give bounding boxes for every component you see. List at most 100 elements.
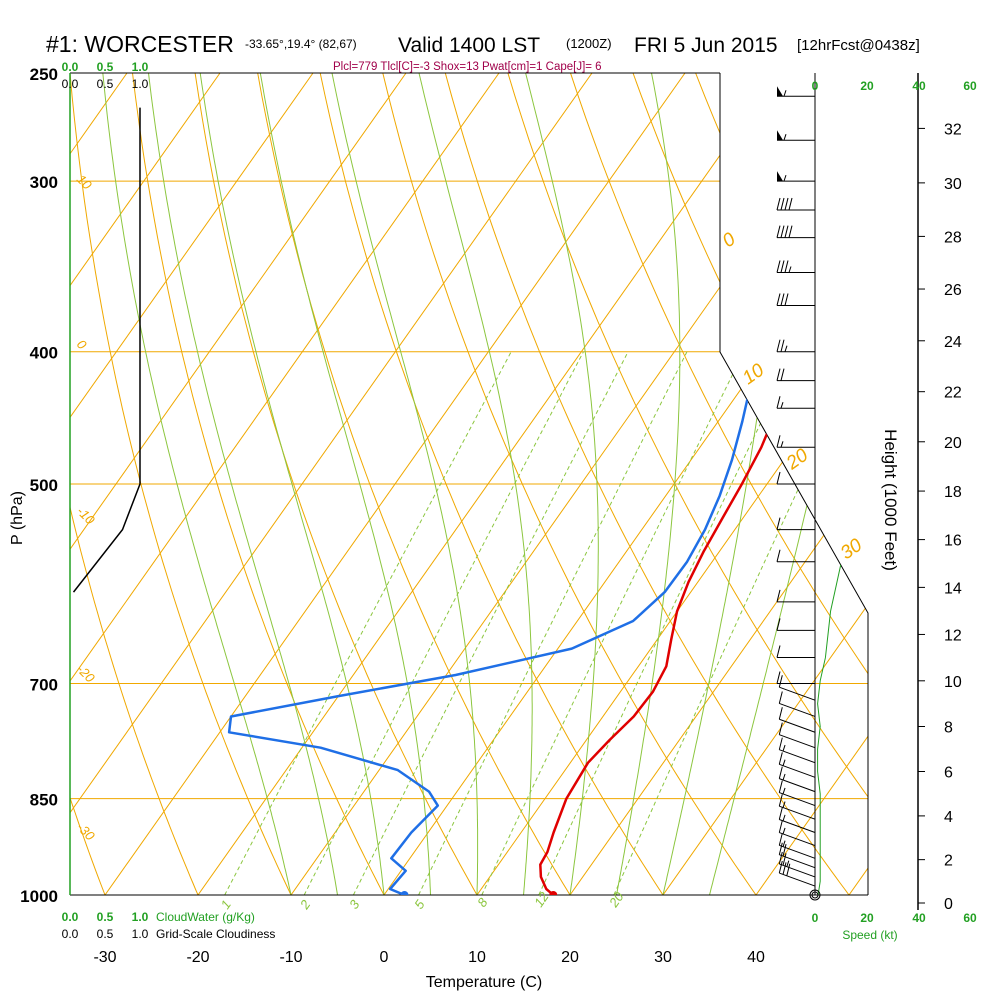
wind-barb-staff bbox=[779, 718, 816, 733]
dry-adiabat-line bbox=[507, 73, 868, 895]
wind-barb-full bbox=[776, 260, 781, 273]
moist-adiabat-label: 30 bbox=[837, 535, 867, 565]
wind-barb-full bbox=[780, 225, 785, 238]
wind-barb-half bbox=[782, 744, 786, 752]
wind-barb-full bbox=[778, 794, 783, 807]
isotherm-line bbox=[476, 73, 868, 895]
wind-barb-half bbox=[782, 827, 786, 835]
height-tick-label: 26 bbox=[944, 282, 962, 299]
plot-frame bbox=[69, 72, 919, 910]
wind-barb-full bbox=[776, 645, 781, 658]
pressure-tick-label: 250 bbox=[30, 65, 58, 84]
wind-barb-full bbox=[776, 471, 781, 485]
cloudwater-tick-label-bottom: 0.0 bbox=[62, 910, 79, 924]
dry-adiabat-label: -20 bbox=[74, 662, 98, 686]
wind-barb-half bbox=[782, 814, 786, 822]
wind-barb-half bbox=[782, 759, 786, 766]
wind-barb-half bbox=[782, 787, 786, 795]
wind-barb-full bbox=[780, 197, 785, 211]
wind-barb-half bbox=[780, 441, 784, 448]
wind-barb-full bbox=[778, 842, 783, 855]
dry-adiabat-line bbox=[444, 73, 850, 895]
height-tick-label: 16 bbox=[944, 533, 962, 550]
calm-wind-marker bbox=[809, 889, 821, 901]
cloudiness-tick-label-bottom: 0.0 bbox=[62, 927, 79, 941]
speed-tick-label-top: 60 bbox=[963, 79, 977, 93]
isotherm-line bbox=[662, 73, 868, 895]
height-tick-label: 2 bbox=[944, 853, 953, 870]
wind-barb-full bbox=[788, 225, 793, 238]
wind-barb-full bbox=[778, 737, 783, 750]
wind-barb-half bbox=[786, 860, 790, 867]
mixing-ratio-line bbox=[418, 351, 688, 895]
moist-adiabat-line bbox=[148, 73, 338, 895]
dry-adiabat-label: -10 bbox=[74, 504, 98, 528]
valid-date: FRI 5 Jun 2015 bbox=[634, 34, 778, 57]
wind-barb-full bbox=[784, 197, 789, 211]
wind-barb-full bbox=[776, 517, 781, 530]
mixing-ratio-label: 8 bbox=[474, 895, 491, 910]
isotherm-line bbox=[70, 73, 593, 895]
wind-barb-full bbox=[780, 293, 785, 306]
mixing-ratio-label: 2 bbox=[296, 897, 313, 913]
wind-speed-profile bbox=[817, 114, 868, 895]
valid-time: Valid 1400 LST bbox=[398, 34, 540, 57]
surface-temperature-marker bbox=[549, 891, 558, 895]
wind-barb-staff bbox=[779, 819, 816, 833]
wind-barb-full bbox=[778, 851, 783, 865]
height-tick-label: 14 bbox=[944, 580, 962, 597]
moist-adiabat-line bbox=[102, 73, 292, 895]
cloudiness-tick-label-top: 0.0 bbox=[62, 77, 79, 91]
dry-adiabat-label: -30 bbox=[74, 820, 98, 844]
height-tick-label: 10 bbox=[944, 674, 962, 691]
pressure-tick-label: 500 bbox=[30, 476, 58, 495]
wind-barb-full bbox=[780, 260, 785, 273]
mixing-ratio-label: 5 bbox=[411, 897, 428, 912]
height-tick-label: 4 bbox=[944, 809, 953, 826]
height-tick-label: 12 bbox=[944, 627, 962, 644]
wind-barb-full bbox=[778, 860, 783, 874]
isotherm-line bbox=[70, 73, 314, 895]
dry-adiabat-line bbox=[820, 73, 868, 895]
wind-barb-half bbox=[780, 402, 784, 409]
wind-barb-staff bbox=[779, 863, 816, 878]
wind-barb-half bbox=[782, 840, 786, 847]
wind-barb-staff bbox=[779, 686, 816, 701]
dry-adiabat-line bbox=[382, 73, 757, 895]
temperature-tick-label: 30 bbox=[654, 949, 672, 966]
wind-barb-full bbox=[776, 339, 781, 352]
wind-barb-staff bbox=[779, 734, 816, 749]
moist-adiabat-line bbox=[525, 73, 599, 895]
wind-barb-full bbox=[776, 368, 781, 381]
y-axis-label: P (hPa) bbox=[9, 491, 26, 545]
isotherm-line bbox=[104, 73, 686, 895]
wind-barb-full bbox=[776, 435, 781, 448]
calm-wind-marker-inner bbox=[811, 891, 819, 899]
wind-barb-staff bbox=[779, 792, 816, 807]
pressure-tick-label: 300 bbox=[30, 173, 58, 192]
wind-barb-half bbox=[783, 134, 787, 141]
mixing-ratio-label: 3 bbox=[346, 897, 363, 912]
dry-adiabat-label: 10 bbox=[74, 172, 95, 193]
stability-indices: Plcl=779 Tlcl[C]=-3 Shox=13 Pwat[cm]=1 C… bbox=[333, 61, 602, 73]
height-tick-label: 32 bbox=[944, 121, 962, 138]
temperature-tick-label: 20 bbox=[561, 949, 579, 966]
height-axis-label: Height (1000 Feet) bbox=[881, 429, 900, 571]
mixing-ratio-line bbox=[303, 351, 584, 895]
mixing-ratio-label: 20 bbox=[605, 889, 627, 911]
cloudiness-label: Grid-Scale Cloudiness bbox=[156, 927, 275, 941]
wind-barb-full bbox=[776, 671, 781, 684]
speed-tick-label-top: 0 bbox=[812, 79, 819, 93]
wind-barb-full bbox=[776, 197, 781, 211]
wind-barb-full bbox=[778, 675, 783, 688]
dry-adiabat-line bbox=[70, 73, 106, 895]
wind-barb-staff bbox=[779, 872, 816, 887]
mixing-ratio-line bbox=[538, 351, 796, 895]
dry-adiabat-line bbox=[70, 73, 199, 895]
height-tick-label: 24 bbox=[944, 334, 962, 351]
wind-barb-full bbox=[778, 820, 783, 833]
wind-barb-full bbox=[778, 780, 783, 793]
wind-barb-full bbox=[778, 766, 783, 779]
